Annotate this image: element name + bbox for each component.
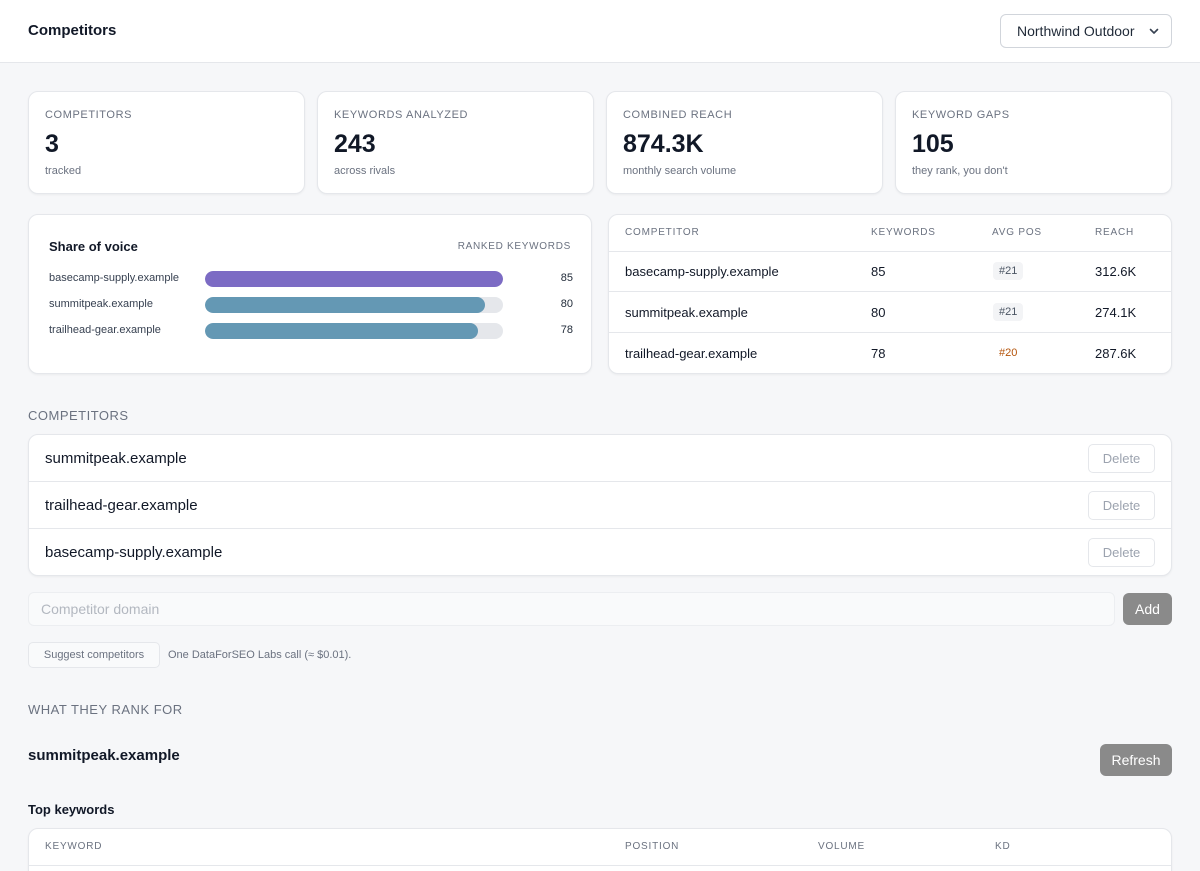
- table-row: summitpeak.example 80 #21 274.1K: [609, 292, 1171, 333]
- stat-label: Competitors: [45, 109, 133, 121]
- suggest-note: One DataForSEO Labs call (≈ $0.01).: [168, 649, 352, 661]
- competitor-reach: 274.1K: [1095, 305, 1137, 320]
- competitor-keywords: 85: [871, 264, 886, 279]
- stat-value: 243: [334, 130, 376, 158]
- list-item: summitpeak.example Delete: [29, 435, 1171, 482]
- sov-row: trailhead-gear.example 78: [49, 323, 573, 339]
- table-header: Keyword Position Volume KD: [29, 829, 1171, 866]
- stat-card-keyword-gaps: Keyword gaps 105 they rank, you don't: [895, 91, 1172, 194]
- column-header-avg-pos: Avg pos: [992, 227, 1042, 238]
- competitor-name: summitpeak.example: [45, 450, 187, 467]
- top-bar: Competitors Northwind Outdoor: [0, 0, 1200, 63]
- suggest-competitors-button[interactable]: Suggest competitors: [28, 642, 160, 668]
- competitor-table: Competitor Keywords Avg pos Reach baseca…: [608, 214, 1172, 374]
- stat-value: 874.3K: [623, 130, 704, 158]
- competitor-keywords: 78: [871, 346, 886, 361]
- stat-value: 3: [45, 130, 59, 158]
- column-header-keyword: Keyword: [45, 841, 103, 852]
- competitor-name: trailhead-gear.example: [45, 497, 198, 514]
- stat-card-combined-reach: Combined reach 874.3K monthly search vol…: [606, 91, 883, 194]
- table-row: trailhead-gear.example 78 #20 287.6K: [609, 333, 1171, 374]
- stat-sub: they rank, you don't: [912, 165, 1008, 177]
- stat-card-keywords-analyzed: Keywords analyzed 243 across rivals: [317, 91, 594, 194]
- sov-bar-track: [205, 271, 503, 287]
- column-header-keywords: Keywords: [871, 227, 936, 238]
- sov-domain: summitpeak.example: [49, 298, 153, 310]
- share-of-voice-title: Share of voice: [49, 239, 138, 254]
- stat-sub: tracked: [45, 165, 82, 177]
- chevron-down-icon: [1149, 28, 1159, 34]
- stat-sub: monthly search volume: [623, 165, 737, 177]
- project-select-value: Northwind Outdoor: [1017, 23, 1135, 39]
- top-keywords-table: Keyword Position Volume KD: [28, 828, 1172, 871]
- delete-button[interactable]: Delete: [1088, 491, 1155, 520]
- sov-count: 80: [560, 298, 573, 310]
- column-header-kd: KD: [995, 841, 1011, 852]
- sov-row: summitpeak.example 80: [49, 297, 573, 313]
- sov-count: 85: [560, 272, 573, 284]
- rank-domain: summitpeak.example: [28, 747, 180, 764]
- column-header-reach: Reach: [1095, 227, 1135, 238]
- list-item: trailhead-gear.example Delete: [29, 482, 1171, 529]
- competitor-name: basecamp-supply.example: [45, 544, 223, 561]
- list-item: basecamp-supply.example Delete: [29, 529, 1171, 576]
- sov-bar-fill: [205, 297, 486, 313]
- sov-domain: basecamp-supply.example: [49, 272, 180, 284]
- column-header-volume: Volume: [818, 841, 866, 852]
- sov-count: 78: [560, 324, 573, 336]
- project-select[interactable]: Northwind Outdoor: [1000, 14, 1172, 48]
- table-row: basecamp-supply.example 85 #21 312.6K: [609, 251, 1171, 292]
- share-of-voice-card: Share of voice Ranked keywords basecamp-…: [28, 214, 592, 374]
- competitor-reach: 312.6K: [1095, 264, 1137, 279]
- refresh-button[interactable]: Refresh: [1100, 744, 1172, 776]
- sov-bar-fill: [205, 323, 479, 339]
- competitor-domain: basecamp-supply.example: [625, 264, 779, 279]
- competitor-list: summitpeak.example Delete trailhead-gear…: [28, 434, 1172, 576]
- stat-sub: across rivals: [334, 165, 396, 177]
- sov-bar-track: [205, 323, 503, 339]
- competitor-domain-input[interactable]: [28, 592, 1115, 626]
- column-header-position: Position: [625, 841, 680, 852]
- add-button[interactable]: Add: [1123, 593, 1172, 625]
- sov-row: basecamp-supply.example 85: [49, 271, 573, 287]
- competitors-section-label: Competitors: [28, 408, 129, 423]
- stat-label: Keyword gaps: [912, 109, 1010, 121]
- top-keywords-title: Top keywords: [28, 802, 115, 817]
- competitor-keywords: 80: [871, 305, 886, 320]
- competitor-domain: trailhead-gear.example: [625, 346, 758, 361]
- rank-section-label: What they rank for: [28, 702, 183, 717]
- stat-label: Keywords analyzed: [334, 109, 469, 121]
- competitor-reach: 287.6K: [1095, 346, 1137, 361]
- avg-pos-badge: #21: [993, 303, 1024, 321]
- ranked-keywords-header: Ranked keywords: [457, 241, 571, 252]
- delete-button[interactable]: Delete: [1088, 444, 1155, 473]
- avg-pos-badge: #21: [993, 262, 1024, 280]
- stat-value: 105: [912, 130, 954, 158]
- competitor-domain: summitpeak.example: [625, 305, 748, 320]
- stat-card-competitors: Competitors 3 tracked: [28, 91, 305, 194]
- delete-button[interactable]: Delete: [1088, 538, 1155, 567]
- column-header-competitor: Competitor: [625, 227, 700, 238]
- page-title: Competitors: [28, 22, 117, 39]
- sov-bar-fill: [205, 271, 503, 287]
- sov-domain: trailhead-gear.example: [49, 324, 161, 336]
- stat-label: Combined reach: [623, 109, 733, 121]
- sov-bar-track: [205, 297, 503, 313]
- avg-pos-badge: #20: [999, 347, 1018, 359]
- table-header: Competitor Keywords Avg pos Reach: [609, 215, 1171, 252]
